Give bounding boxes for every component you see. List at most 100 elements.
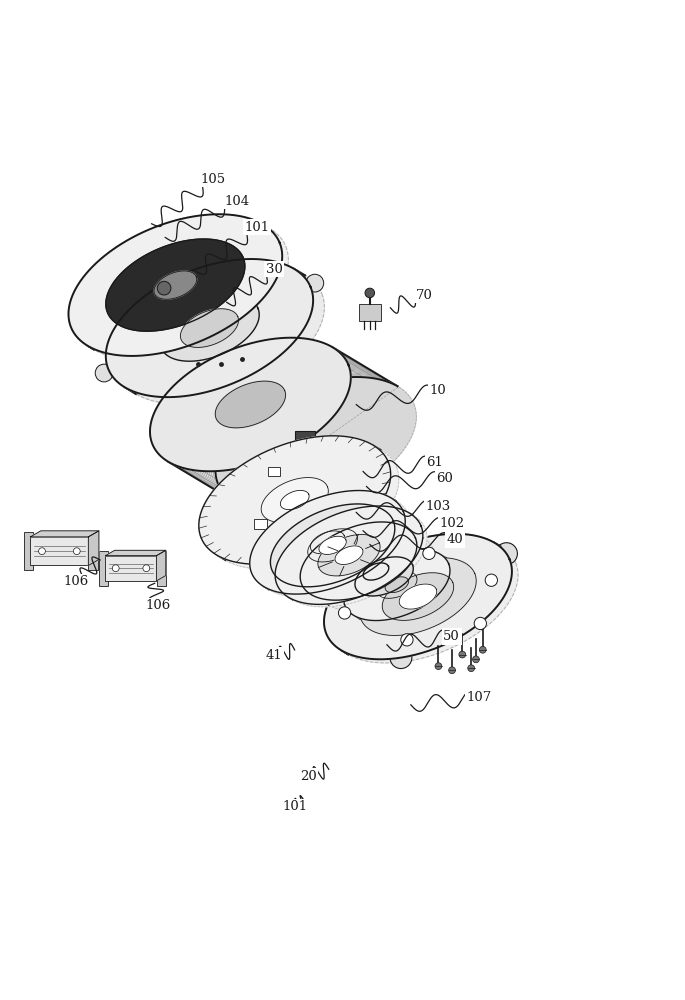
Circle shape — [459, 651, 466, 658]
Text: 105: 105 — [200, 173, 225, 186]
Circle shape — [95, 364, 113, 382]
Polygon shape — [363, 563, 389, 580]
Bar — [23, 532, 33, 570]
Text: 40: 40 — [447, 533, 464, 546]
Bar — [99, 551, 108, 586]
Text: 50: 50 — [443, 630, 460, 643]
Bar — [105, 556, 157, 581]
Polygon shape — [292, 519, 362, 566]
Text: 20: 20 — [300, 770, 316, 783]
Text: 103: 103 — [425, 500, 451, 513]
Text: 101: 101 — [245, 221, 270, 234]
Text: 61: 61 — [426, 456, 443, 469]
Circle shape — [349, 564, 362, 576]
Text: 106: 106 — [64, 575, 89, 588]
Bar — [254, 519, 266, 529]
Polygon shape — [319, 536, 347, 554]
Polygon shape — [399, 584, 437, 609]
Polygon shape — [330, 538, 518, 663]
Bar — [30, 537, 88, 565]
Text: 104: 104 — [224, 195, 249, 208]
Bar — [157, 551, 166, 586]
Bar — [358, 304, 381, 321]
Circle shape — [473, 656, 480, 663]
Polygon shape — [207, 441, 399, 569]
Circle shape — [401, 634, 413, 646]
Polygon shape — [157, 550, 166, 581]
Polygon shape — [385, 577, 408, 593]
Polygon shape — [216, 377, 416, 511]
Polygon shape — [318, 532, 434, 611]
Polygon shape — [68, 214, 269, 350]
Polygon shape — [300, 522, 417, 600]
Text: 107: 107 — [466, 691, 492, 704]
Polygon shape — [355, 557, 413, 596]
Circle shape — [246, 367, 264, 385]
Polygon shape — [75, 218, 288, 360]
Circle shape — [495, 543, 517, 565]
Polygon shape — [255, 494, 410, 597]
FancyBboxPatch shape — [295, 431, 316, 443]
Circle shape — [485, 574, 497, 586]
Polygon shape — [106, 239, 245, 331]
Circle shape — [435, 663, 442, 670]
Polygon shape — [371, 568, 397, 585]
Text: 101: 101 — [282, 800, 308, 814]
Polygon shape — [324, 534, 501, 654]
Text: 41: 41 — [266, 649, 283, 662]
Polygon shape — [180, 309, 238, 347]
Polygon shape — [160, 295, 259, 361]
Circle shape — [474, 617, 486, 630]
Circle shape — [112, 565, 119, 572]
Polygon shape — [154, 271, 197, 299]
Text: 10: 10 — [429, 384, 447, 397]
Polygon shape — [382, 573, 453, 620]
Polygon shape — [287, 514, 411, 597]
Polygon shape — [324, 534, 512, 659]
Bar — [88, 532, 98, 570]
Circle shape — [423, 547, 435, 559]
Circle shape — [479, 646, 486, 653]
Circle shape — [143, 565, 150, 572]
Polygon shape — [250, 490, 396, 590]
Polygon shape — [360, 558, 476, 635]
Text: 60: 60 — [436, 472, 453, 485]
Circle shape — [365, 288, 375, 298]
Polygon shape — [261, 478, 328, 522]
Circle shape — [338, 607, 351, 619]
Polygon shape — [30, 531, 99, 537]
Circle shape — [306, 274, 324, 292]
Polygon shape — [280, 490, 309, 510]
Polygon shape — [341, 549, 376, 573]
Polygon shape — [227, 455, 362, 545]
Polygon shape — [355, 557, 410, 595]
Polygon shape — [308, 529, 358, 562]
Polygon shape — [150, 338, 351, 471]
Polygon shape — [105, 550, 166, 556]
Circle shape — [449, 667, 456, 674]
Text: 106: 106 — [146, 599, 171, 612]
Polygon shape — [215, 381, 286, 428]
Circle shape — [158, 281, 171, 295]
Polygon shape — [88, 531, 99, 565]
Polygon shape — [300, 522, 423, 605]
Circle shape — [155, 271, 173, 289]
Polygon shape — [150, 338, 397, 501]
Polygon shape — [358, 558, 416, 597]
Polygon shape — [199, 436, 381, 560]
Polygon shape — [68, 214, 282, 356]
Circle shape — [38, 548, 45, 555]
Circle shape — [73, 548, 80, 555]
Bar — [268, 467, 280, 476]
Polygon shape — [318, 534, 380, 576]
Circle shape — [390, 647, 412, 669]
Polygon shape — [335, 546, 363, 565]
Polygon shape — [105, 259, 305, 394]
Bar — [344, 500, 356, 509]
Text: 102: 102 — [439, 517, 464, 530]
Polygon shape — [377, 571, 417, 598]
Polygon shape — [365, 563, 429, 606]
Polygon shape — [371, 568, 397, 585]
Polygon shape — [275, 506, 423, 604]
Polygon shape — [279, 508, 427, 607]
